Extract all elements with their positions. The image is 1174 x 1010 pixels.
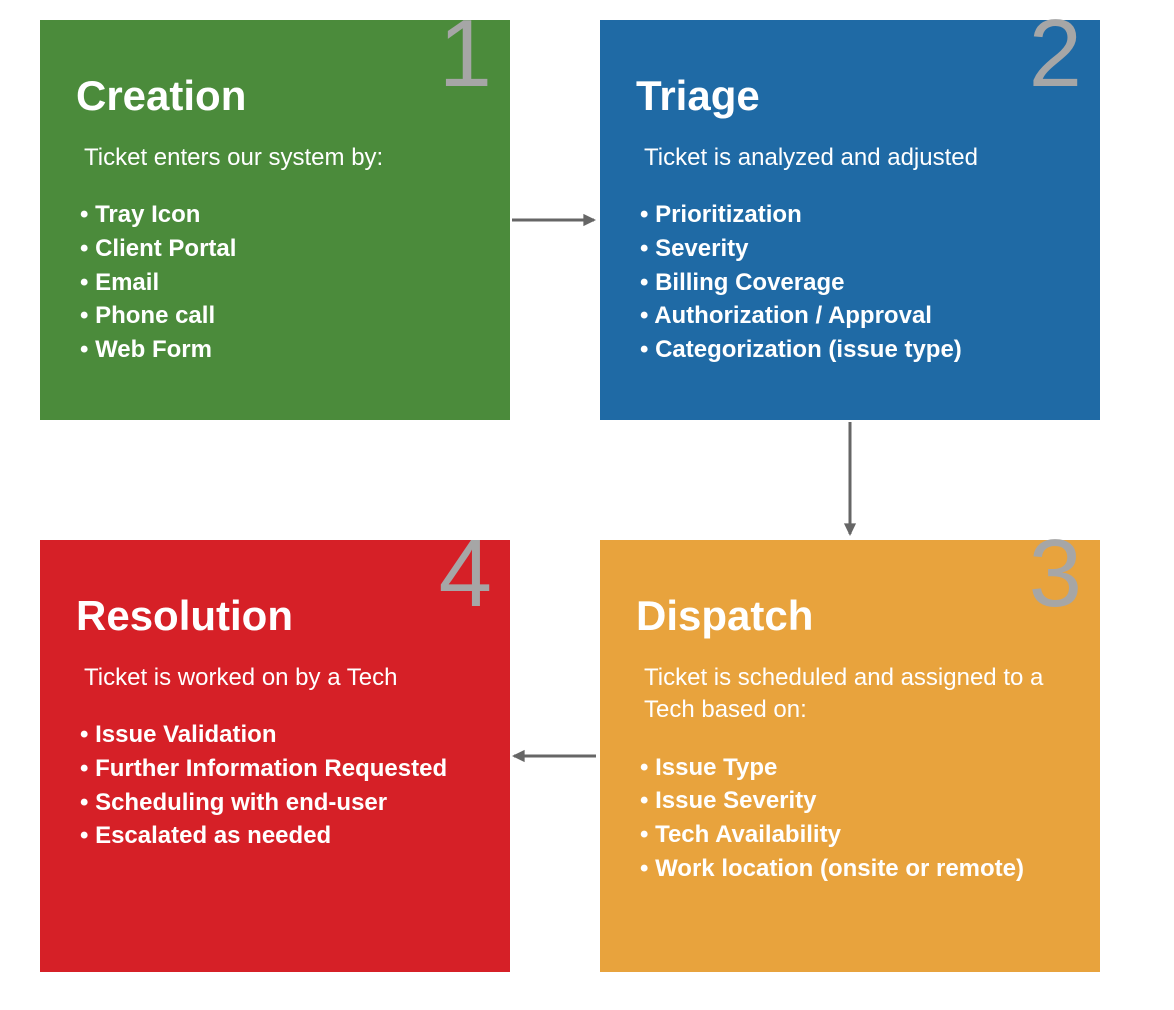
list-item: Further Information Requested bbox=[80, 752, 480, 786]
list-item: Issue Type bbox=[640, 751, 1070, 785]
list-item: Tech Availability bbox=[640, 818, 1070, 852]
box-creation: 1 Creation Ticket enters our system by: … bbox=[40, 20, 510, 420]
list-item: Issue Validation bbox=[80, 718, 480, 752]
arrow-creation-to-triage bbox=[500, 208, 608, 232]
box-triage-title: Triage bbox=[636, 72, 1070, 120]
arrow-dispatch-to-resolution bbox=[500, 744, 608, 768]
list-item: Billing Coverage bbox=[640, 266, 1070, 300]
list-item: Severity bbox=[640, 232, 1070, 266]
box-resolution: 4 Resolution Ticket is worked on by a Te… bbox=[40, 540, 510, 972]
box-creation-number: 1 bbox=[439, 6, 492, 102]
list-item: Categorization (issue type) bbox=[640, 333, 1070, 367]
box-creation-title: Creation bbox=[76, 72, 480, 120]
box-creation-list: Tray Icon Client Portal Email Phone call… bbox=[76, 198, 480, 366]
flowchart-stage: 1 Creation Ticket enters our system by: … bbox=[0, 0, 1174, 1010]
box-resolution-subtitle: Ticket is worked on by a Tech bbox=[84, 662, 480, 694]
list-item: Tray Icon bbox=[80, 198, 480, 232]
list-item: Escalated as needed bbox=[80, 819, 480, 853]
list-item: Email bbox=[80, 266, 480, 300]
arrow-triage-to-dispatch bbox=[838, 410, 862, 548]
box-dispatch-number: 3 bbox=[1029, 526, 1082, 622]
list-item: Authorization / Approval bbox=[640, 299, 1070, 333]
list-item: Scheduling with end-user bbox=[80, 786, 480, 820]
box-triage: 2 Triage Ticket is analyzed and adjusted… bbox=[600, 20, 1100, 420]
list-item: Work location (onsite or remote) bbox=[640, 852, 1070, 886]
box-dispatch-title: Dispatch bbox=[636, 592, 1070, 640]
box-dispatch-subtitle: Ticket is scheduled and assigned to a Te… bbox=[644, 662, 1070, 727]
box-triage-number: 2 bbox=[1029, 6, 1082, 102]
list-item: Prioritization bbox=[640, 198, 1070, 232]
list-item: Issue Severity bbox=[640, 784, 1070, 818]
box-dispatch: 3 Dispatch Ticket is scheduled and assig… bbox=[600, 540, 1100, 972]
list-item: Phone call bbox=[80, 299, 480, 333]
box-resolution-number: 4 bbox=[439, 526, 492, 622]
box-triage-list: Prioritization Severity Billing Coverage… bbox=[636, 198, 1070, 366]
box-resolution-title: Resolution bbox=[76, 592, 480, 640]
box-resolution-list: Issue Validation Further Information Req… bbox=[76, 718, 480, 852]
box-creation-subtitle: Ticket enters our system by: bbox=[84, 142, 480, 174]
box-dispatch-list: Issue Type Issue Severity Tech Availabil… bbox=[636, 751, 1070, 885]
list-item: Client Portal bbox=[80, 232, 480, 266]
box-triage-subtitle: Ticket is analyzed and adjusted bbox=[644, 142, 1070, 174]
list-item: Web Form bbox=[80, 333, 480, 367]
